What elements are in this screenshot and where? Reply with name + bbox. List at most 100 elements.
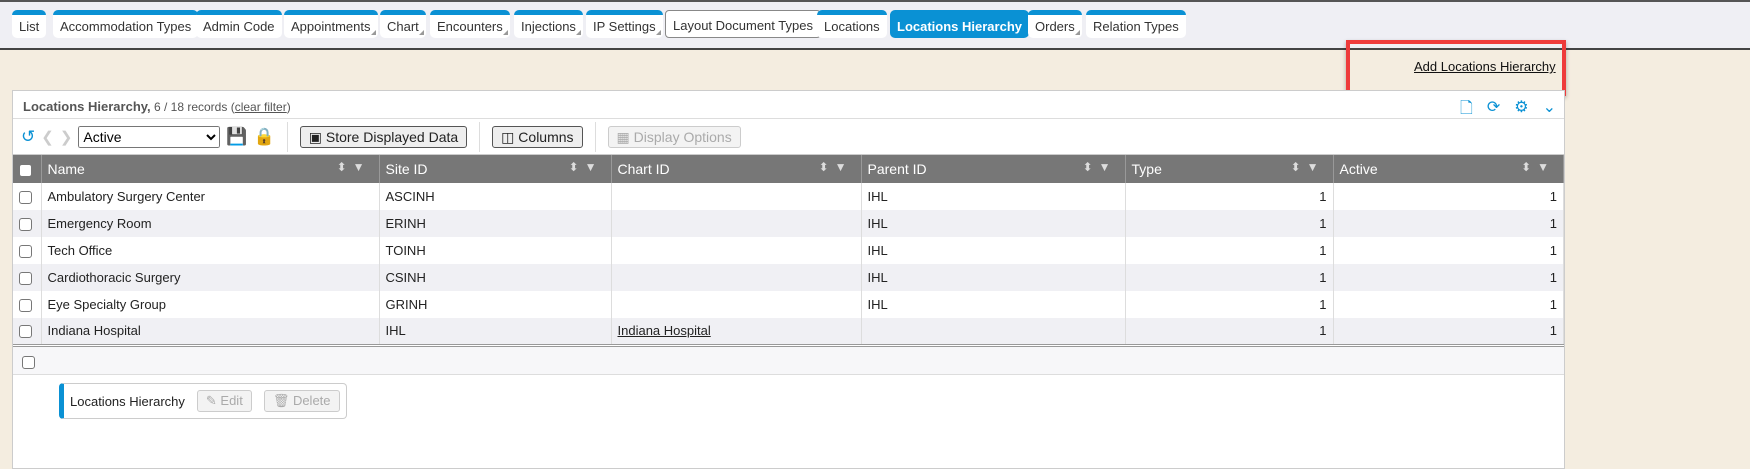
cell-name: Tech Office [41,237,380,264]
tab-orders[interactable]: Orders [1028,10,1082,38]
delete-button[interactable]: 🗑 Delete [263,390,340,412]
chevron-down-icon[interactable]: ⌄ [1542,99,1556,116]
toolbar: ↺ ❮ ❯ Active 💾 🔒 ▣ Store Displayed Data … [13,119,1564,155]
row-checkbox-cell[interactable] [13,318,42,347]
columns-button[interactable]: ◫ Columns [492,125,583,148]
cell-site-id: IHL [379,318,612,347]
edit-button[interactable]: ✎ Edit [196,390,252,412]
column-header-active[interactable]: Active ⬍▼ [1333,155,1564,183]
record-count: 6 / 18 records [153,100,228,114]
save-icon[interactable]: 💾 [226,126,248,146]
table-row[interactable]: Ambulatory Surgery Center ASCINH IHL 1 1 [13,183,1564,210]
row-checkbox-cell[interactable] [13,264,42,291]
store-displayed-data-button[interactable]: ▣ Store Displayed Data [299,125,468,148]
tab-locations[interactable]: Locations [817,10,887,38]
tab-ip-settings[interactable]: IP Settings [586,10,663,38]
highlight-box [1346,40,1566,96]
table-row[interactable]: Emergency Room ERINH IHL 1 1 [13,210,1564,237]
cell-type: 1 [1125,318,1334,347]
gear-icon[interactable]: ⚙ [1514,99,1529,116]
row-checkbox-cell[interactable] [13,237,42,264]
panel-header: Locations Hierarchy, 6 / 18 records (cle… [13,91,1564,119]
tab-list[interactable]: List [12,10,47,38]
top-border [0,0,1750,2]
column-header-name[interactable]: Name ⬍▼ [41,155,380,183]
cell-type: 1 [1125,183,1334,210]
cell-active: 1 [1333,237,1564,264]
cell-parent-id: IHL [861,210,1126,237]
actions-label: Locations Hierarchy [70,393,185,409]
tab-layout-document-types[interactable]: Layout Document Types [665,10,821,38]
next-icon[interactable]: ❯ [59,128,73,146]
cell-type: 1 [1125,210,1334,237]
previous-icon[interactable]: ❮ [41,128,54,146]
cell-parent-id: IHL [861,237,1126,264]
cell-parent-id: IHL [861,264,1126,291]
cell-site-id: CSINH [379,264,612,291]
footer-checkbox[interactable] [22,355,35,369]
table-row[interactable]: Indiana Hospital IHL Indiana Hospital 1 1 [13,318,1564,347]
cell-name: Emergency Room [41,210,380,237]
sort-filter-icon[interactable]: ⬍▼ [336,160,371,174]
cell-chart-id [611,264,862,291]
cell-name: Cardiothoracic Surgery [41,264,380,291]
row-checkbox-cell[interactable] [13,291,42,318]
record-actions: Locations Hierarchy ✎ Edit 🗑 Delete [59,383,347,419]
column-header-site-id[interactable]: Site ID ⬍▼ [379,155,612,183]
display-options-button[interactable]: ▦ Display Options [607,125,741,148]
cell-parent-id: IHL [861,291,1126,318]
new-document-icon[interactable]: 🗋 [1459,100,1473,117]
cell-type: 1 [1125,264,1334,291]
data-table: Name ⬍▼ Site ID ⬍▼ Chart ID ⬍▼ Parent ID ⬍▼ Type… [13,155,1564,347]
cell-parent-id: IHL [861,183,1126,210]
tab-injections[interactable]: Injections [514,10,583,38]
cell-chart-id [611,210,862,237]
lock-icon[interactable]: 🔒 [253,126,275,146]
footer-row [13,346,1564,375]
clear-filter-link[interactable]: clear filter [234,100,287,114]
cell-site-id: ASCINH [379,183,612,210]
column-header-type[interactable]: Type ⬍▼ [1125,155,1334,183]
refresh-icon[interactable]: ⟳ [1486,99,1501,116]
cell-active: 1 [1333,264,1564,291]
tab-locations-hierarchy[interactable]: Locations Hierarchy [890,10,1029,38]
cell-name: Eye Specialty Group [41,291,380,318]
row-checkbox-cell[interactable] [13,210,42,237]
sort-filter-icon[interactable]: ⬍▼ [1082,160,1117,174]
tab-relation-types[interactable]: Relation Types [1086,10,1186,38]
cell-site-id: GRINH [379,291,612,318]
table-row[interactable]: Eye Specialty Group GRINH IHL 1 1 [13,291,1564,318]
cell-active: 1 [1333,318,1564,347]
cell-chart-id [611,291,862,318]
table-row[interactable]: Tech Office TOINH IHL 1 1 [13,237,1564,264]
cell-site-id: ERINH [379,210,612,237]
cell-chart-id [611,237,862,264]
sort-filter-icon[interactable]: ⬍▼ [1521,160,1555,174]
column-header-chart-id[interactable]: Chart ID ⬍▼ [611,155,862,183]
sort-filter-icon[interactable]: ⬍▼ [818,160,853,174]
sort-filter-icon[interactable]: ⬍▼ [568,160,603,174]
cell-active: 1 [1333,291,1564,318]
cell-chart-id[interactable]: Indiana Hospital [611,318,862,347]
tab-accommodation-types[interactable]: Accommodation Types [53,10,199,38]
tab-admin-code[interactable]: Admin Code [196,10,282,38]
table-row[interactable]: Cardiothoracic Surgery CSINH IHL 1 1 [13,264,1564,291]
grid-panel: Locations Hierarchy, 6 / 18 records (cle… [12,90,1565,469]
cell-chart-id [611,183,862,210]
cell-name: Indiana Hospital [41,318,380,347]
select-all-checkbox-cell[interactable] [13,155,42,183]
cell-parent-id [861,318,1126,347]
cell-type: 1 [1125,291,1334,318]
filter-select[interactable]: Active [78,125,221,148]
cell-name: Ambulatory Surgery Center [41,183,380,210]
cell-active: 1 [1333,210,1564,237]
tab-chart[interactable]: Chart [380,10,426,38]
tab-appointments[interactable]: Appointments [284,10,378,38]
row-checkbox-cell[interactable] [13,183,42,210]
sort-filter-icon[interactable]: ⬍▼ [1290,160,1325,174]
tab-encounters[interactable]: Encounters [430,10,510,38]
undo-icon[interactable]: ↺ [21,126,36,146]
column-header-parent-id[interactable]: Parent ID ⬍▼ [861,155,1126,183]
add-locations-hierarchy-link[interactable]: Add Locations Hierarchy [1414,59,1556,74]
cell-active: 1 [1333,183,1564,210]
